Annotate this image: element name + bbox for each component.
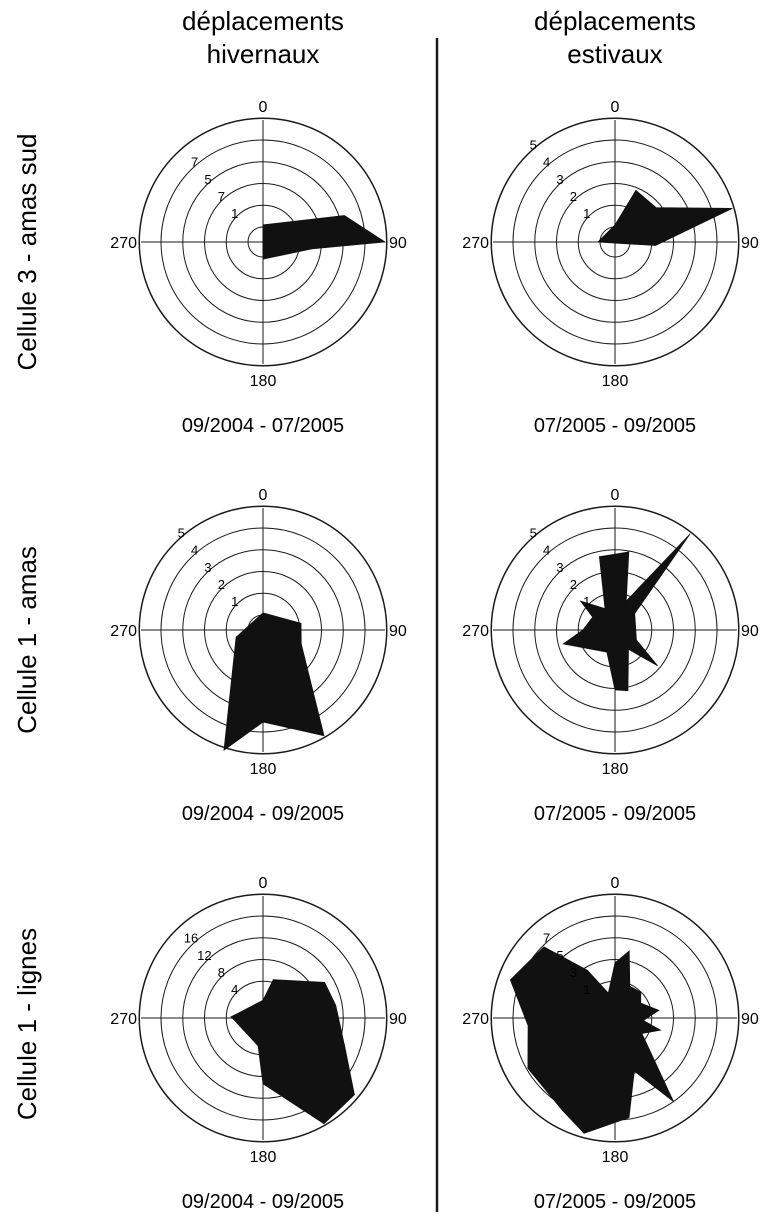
column-header-summer-line2: estivaux (567, 39, 662, 69)
period-label: 07/2005 - 09/2005 (534, 803, 696, 825)
direction-label-west: 270 (110, 623, 137, 640)
ring-label: 1 (231, 594, 238, 609)
direction-label-west: 270 (462, 623, 489, 640)
direction-label-east: 90 (741, 1011, 759, 1028)
direction-label-south: 180 (250, 1149, 277, 1166)
grid-ring (490, 893, 740, 1143)
rose-panel: 0 90 180 270 48 12 16 09/2004 - 09/2005 (110, 875, 407, 1213)
direction-label-south: 180 (602, 761, 629, 778)
ring-label: 7 (218, 189, 225, 204)
grid-ring (138, 117, 388, 367)
direction-label-east: 90 (389, 235, 407, 252)
direction-label-east: 90 (741, 623, 759, 640)
ring-label: 2 (570, 577, 577, 592)
rose-polygon (223, 612, 325, 751)
ring-label: 3 (556, 172, 563, 187)
direction-label-west: 270 (110, 1011, 137, 1028)
ring-label: 5 (530, 526, 537, 541)
ring-label: 3 (556, 560, 563, 575)
ring-label: 5 (178, 526, 185, 541)
ring-label: 3 (204, 560, 211, 575)
rose-polygon (509, 946, 674, 1134)
direction-label-east: 90 (389, 1011, 407, 1028)
period-label: 09/2004 - 07/2005 (182, 415, 344, 437)
grid-ring (138, 505, 388, 755)
ring-label: 4 (543, 543, 550, 558)
ring-label: 4 (231, 982, 238, 997)
row-label-cell3-south-cluster: Cellule 3 - amas sud (12, 134, 42, 371)
direction-label-east: 90 (741, 235, 759, 252)
ring-label: 3 (570, 965, 577, 980)
rose-polygon (562, 533, 691, 692)
ring-label: 8 (218, 965, 225, 980)
ring-label: 5 (204, 172, 211, 187)
rose-polygon (230, 979, 355, 1125)
period-label: 09/2004 - 09/2005 (182, 1191, 344, 1213)
ring-label: 16 (184, 931, 198, 946)
ring-label: 1 (583, 206, 590, 221)
ring-label: 7 (543, 931, 550, 946)
ring-label: 1 (231, 206, 238, 221)
period-label: 07/2005 - 09/2005 (534, 1191, 696, 1213)
row-label-cell1-lines: Cellule 1 - lignes (12, 928, 42, 1120)
column-header-winter-line1: déplacements (182, 6, 344, 36)
direction-label-north: 0 (611, 99, 620, 116)
direction-label-west: 270 (110, 235, 137, 252)
rose-polygon (596, 189, 733, 246)
grid-ring (138, 893, 388, 1143)
direction-label-west: 270 (462, 235, 489, 252)
direction-label-north: 0 (259, 487, 268, 504)
direction-label-north: 0 (259, 99, 268, 116)
direction-label-north: 0 (259, 875, 268, 892)
column-header-summer-line1: déplacements (534, 6, 696, 36)
ring-label: 4 (191, 543, 198, 558)
grid-ring (490, 117, 740, 367)
ring-label: 1 (583, 982, 590, 997)
direction-label-north: 0 (611, 875, 620, 892)
column-header-winter-line2: hivernaux (207, 39, 320, 69)
direction-label-east: 90 (389, 623, 407, 640)
ring-label: 5 (530, 138, 537, 153)
direction-label-south: 180 (602, 373, 629, 390)
direction-label-south: 180 (250, 761, 277, 778)
rose-polygon (262, 215, 387, 260)
period-label: 07/2005 - 09/2005 (534, 415, 696, 437)
ring-label: 12 (197, 948, 211, 963)
ring-label: 4 (543, 155, 550, 170)
direction-label-south: 180 (602, 1149, 629, 1166)
ring-label: 2 (218, 577, 225, 592)
row-label-cell1-cluster: Cellule 1 - amas (12, 546, 42, 734)
period-label: 09/2004 - 09/2005 (182, 803, 344, 825)
ring-label: 1 (583, 594, 590, 609)
direction-label-west: 270 (462, 1011, 489, 1028)
direction-label-north: 0 (611, 487, 620, 504)
row-labels: Cellule 3 - amas sud Cellule 1 - amas Ce… (12, 134, 42, 1121)
direction-label-south: 180 (250, 373, 277, 390)
grid-ring (490, 505, 740, 755)
column-headers: déplacements hivernaux déplacements esti… (182, 6, 696, 69)
ring-label: 2 (570, 189, 577, 204)
ring-label: 5 (556, 948, 563, 963)
ring-label: 7 (191, 155, 198, 170)
